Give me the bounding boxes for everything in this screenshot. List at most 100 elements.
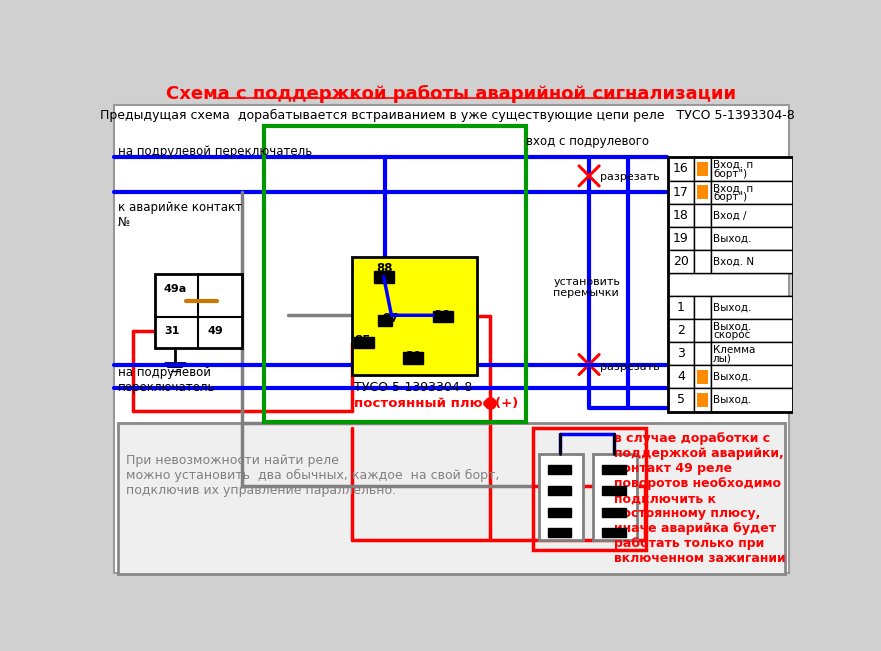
Bar (378, 314, 392, 326)
Bar (548, 486, 571, 495)
Bar (711, 342, 793, 365)
Text: Вход. N: Вход. N (713, 256, 754, 266)
Bar (693, 365, 711, 389)
Bar (711, 180, 793, 204)
Bar (668, 365, 693, 389)
Bar (403, 352, 423, 364)
Bar (603, 528, 626, 537)
Text: Выход.: Выход. (713, 322, 751, 332)
Bar (354, 337, 374, 348)
Text: установить
перемычки: установить перемычки (553, 277, 620, 298)
Bar (693, 227, 711, 250)
Text: борт"): борт") (713, 169, 747, 178)
Text: на подрулевой переключатель: на подрулевой переключатель (118, 145, 312, 158)
Bar (603, 465, 626, 474)
Bar (548, 508, 571, 517)
Text: лы): лы) (713, 353, 732, 363)
Bar (668, 158, 793, 411)
Text: Схема с поддержкой работы аварийной сигнализации: Схема с поддержкой работы аварийной сигн… (166, 85, 737, 103)
Text: Вход. п: Вход. п (713, 160, 753, 170)
Bar (155, 273, 242, 348)
Bar (548, 528, 571, 537)
Text: Предыдущая схема  дорабатывается встраиванием в уже существующие цепи реле   ТУС: Предыдущая схема дорабатывается встраива… (100, 109, 795, 122)
Text: к аварийке контакт
№: к аварийке контакт № (118, 201, 242, 229)
Bar (263, 126, 526, 422)
Text: Вход. п: Вход. п (713, 183, 753, 193)
Bar (693, 180, 711, 204)
Bar (548, 465, 571, 474)
Bar (118, 423, 785, 574)
Text: 16: 16 (673, 163, 689, 176)
Text: 31: 31 (165, 326, 180, 336)
Bar (668, 204, 693, 227)
Bar (711, 204, 793, 227)
Bar (711, 319, 793, 342)
Text: разрезать: разрезать (600, 172, 660, 182)
Text: При невозможности найти реле
можно установить  два обычных, каждое  на свой борт: При невозможности найти реле можно устан… (126, 454, 499, 497)
Text: Клемма: Клемма (713, 345, 755, 355)
Bar (532, 428, 647, 550)
Bar (693, 204, 711, 227)
Bar (668, 180, 693, 204)
Text: 20: 20 (673, 255, 689, 268)
Bar (668, 158, 693, 180)
Text: 30: 30 (405, 350, 421, 363)
Text: ТУСО 5-1393304-8: ТУСО 5-1393304-8 (354, 381, 472, 394)
Text: 3: 3 (677, 347, 685, 360)
Bar (711, 365, 793, 389)
Text: постоянный плюс (+): постоянный плюс (+) (354, 396, 519, 409)
Bar (603, 508, 626, 517)
Text: 4: 4 (677, 370, 685, 383)
Text: на подрулевой
переключатель: на подрулевой переключатель (118, 366, 215, 394)
Bar (693, 296, 711, 319)
Bar (693, 319, 711, 342)
Bar (433, 311, 453, 322)
Bar (668, 250, 693, 273)
Bar (697, 370, 707, 384)
Bar (668, 227, 693, 250)
Bar (352, 256, 478, 374)
Text: 2: 2 (677, 324, 685, 337)
Text: 87: 87 (382, 312, 399, 325)
Bar (693, 389, 711, 411)
Text: 49: 49 (208, 326, 224, 336)
Text: 88: 88 (376, 262, 393, 275)
Bar (711, 158, 793, 180)
Bar (593, 454, 637, 540)
Bar (668, 319, 693, 342)
Bar (374, 271, 394, 283)
Bar (711, 389, 793, 411)
Text: 5: 5 (677, 393, 685, 406)
Bar (668, 296, 693, 319)
Text: вход с подрулевого: вход с подрулевого (526, 135, 649, 148)
Text: скорос: скорос (713, 330, 751, 340)
Text: 86: 86 (433, 309, 450, 322)
Bar (697, 393, 707, 407)
Text: разрезать: разрезать (600, 362, 660, 372)
Text: Вход /: Вход / (713, 210, 746, 220)
Bar (697, 185, 707, 199)
Bar (711, 250, 793, 273)
Bar (711, 296, 793, 319)
Text: 85: 85 (354, 334, 371, 347)
Text: 1: 1 (677, 301, 685, 314)
Text: 19: 19 (673, 232, 689, 245)
Text: 18: 18 (673, 209, 689, 222)
Bar (693, 342, 711, 365)
Text: Выход.: Выход. (713, 372, 751, 382)
Bar (697, 162, 707, 176)
Bar (711, 227, 793, 250)
Text: в случае доработки с
поддержкой аварийки,
контакт 49 реле
поворотов необходимо
п: в случае доработки с поддержкой аварийки… (614, 432, 786, 565)
Bar (668, 342, 693, 365)
Text: борт"): борт") (713, 191, 747, 202)
Bar (603, 486, 626, 495)
Text: Выход.: Выход. (713, 395, 751, 405)
Bar (693, 158, 711, 180)
Bar (668, 389, 693, 411)
Text: Выход.: Выход. (713, 233, 751, 243)
Text: 49a: 49a (164, 284, 187, 294)
Text: Выход.: Выход. (713, 303, 751, 312)
Bar (538, 454, 583, 540)
Text: 17: 17 (673, 186, 689, 199)
Bar (693, 250, 711, 273)
